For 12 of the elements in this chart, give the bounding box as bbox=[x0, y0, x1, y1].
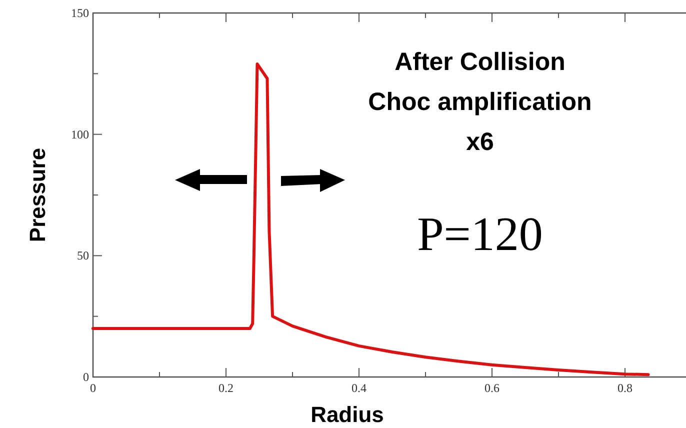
x-axis-title: Radius bbox=[310, 402, 384, 427]
annotation: After Collision Choc amplification x6 bbox=[368, 48, 592, 156]
x-tick-label: 0.4 bbox=[352, 381, 366, 395]
y-axis-title: Pressure bbox=[25, 148, 50, 242]
y-tick-label: 0 bbox=[83, 370, 89, 384]
x-tick-label: 0.8 bbox=[618, 381, 632, 395]
annotation: P=120 bbox=[417, 208, 543, 261]
x-tick-label: 0.6 bbox=[484, 381, 500, 395]
y-tick-label: 150 bbox=[71, 6, 89, 20]
y-tick-label: 100 bbox=[71, 127, 89, 142]
y-tick-label: 50 bbox=[77, 248, 89, 263]
x-tick-label: 0.2 bbox=[218, 381, 234, 395]
